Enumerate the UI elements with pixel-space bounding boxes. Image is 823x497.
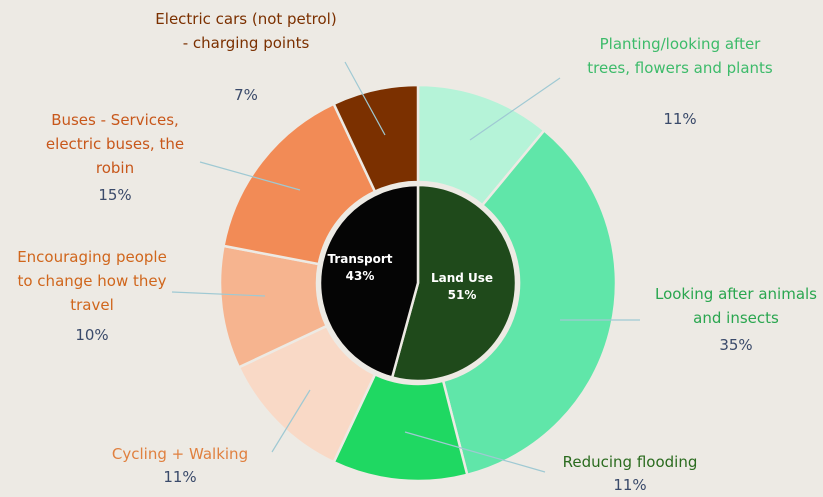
leader-line [404,431,546,473]
segment-label: Encouraging people to change how they tr… [17,248,167,314]
inner-value-label: 43% [346,269,375,283]
segment [318,183,420,380]
segment-value-label: 10% [75,326,109,344]
inner-value-label: 51% [448,288,477,302]
segment-value-label: 15% [98,186,132,204]
segment [332,83,420,194]
segment-label: Cycling + Walking [111,445,249,463]
segment-value-label: 35% [719,336,753,354]
inner-label: Transport [327,252,392,266]
inner-label: Land Use [431,271,493,285]
segment-label: Buses - Services, electric buses, the ro… [45,111,185,177]
segment-value-label: 7% [234,86,258,104]
segment-label: Looking after animals and insects [654,285,817,327]
leader-line [344,61,386,136]
segment-value-label: 11% [613,476,647,494]
leader-line [171,291,266,297]
leader-line [199,161,301,191]
leader-line [271,389,311,453]
segment-label: Electric cars (not petrol) - charging po… [155,10,337,52]
leader-line [469,77,561,141]
segment-value-label: 11% [163,468,197,486]
segment [390,183,518,383]
leader-lines [171,61,640,473]
segment-label: Reducing flooding [562,453,698,471]
segment-value-label: 11% [663,110,697,128]
segment-label: Planting/looking after trees, flowers an… [587,35,773,77]
